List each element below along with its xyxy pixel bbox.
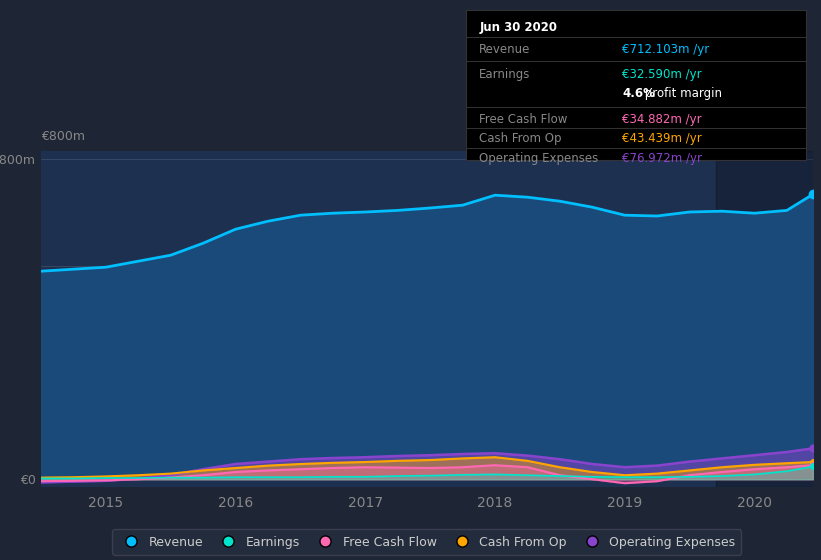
Legend: Revenue, Earnings, Free Cash Flow, Cash From Op, Operating Expenses: Revenue, Earnings, Free Cash Flow, Cash … — [112, 529, 741, 555]
Bar — [716, 151, 819, 487]
Text: Cash From Op: Cash From Op — [479, 132, 562, 145]
Text: Operating Expenses: Operating Expenses — [479, 152, 599, 165]
Text: €32.590m /yr: €32.590m /yr — [622, 68, 702, 81]
Text: €34.882m /yr: €34.882m /yr — [622, 113, 702, 125]
Text: 4.6%: 4.6% — [622, 87, 655, 100]
Text: Revenue: Revenue — [479, 43, 530, 56]
Text: €43.439m /yr: €43.439m /yr — [622, 132, 702, 145]
Text: €800m: €800m — [41, 130, 85, 143]
Text: €712.103m /yr: €712.103m /yr — [622, 43, 709, 56]
Text: Jun 30 2020: Jun 30 2020 — [479, 21, 557, 34]
Text: €76.972m /yr: €76.972m /yr — [622, 152, 702, 165]
Text: profit margin: profit margin — [641, 87, 722, 100]
Text: Free Cash Flow: Free Cash Flow — [479, 113, 567, 125]
Text: Earnings: Earnings — [479, 68, 530, 81]
